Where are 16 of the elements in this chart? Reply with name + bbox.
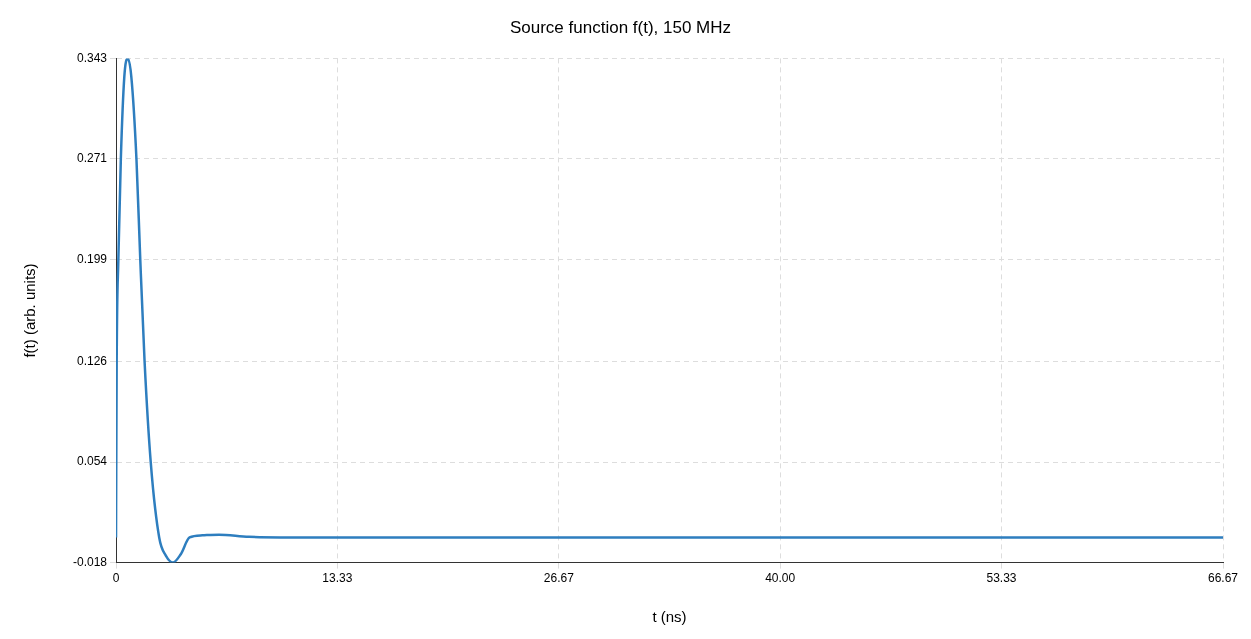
y-tick-label: -0.018 <box>72 554 108 569</box>
y-tick-label: 0.271 <box>76 151 108 166</box>
y-tick-label: 0.343 <box>76 50 108 65</box>
x-tick-label: 0 <box>112 571 120 586</box>
x-tick-label: 26.67 <box>543 571 575 586</box>
x-tick-label: 13.33 <box>322 571 353 586</box>
chart-title: Source function f(t), 150 MHz <box>509 17 732 37</box>
y-tick-label: 0.199 <box>76 251 108 266</box>
line-series <box>116 58 1223 563</box>
x-axis-title: t (ns) <box>652 608 687 626</box>
x-tick-label: 53.33 <box>986 571 1017 586</box>
x-tick-label: 66.67 <box>1207 571 1239 586</box>
y-tick-label: 0.126 <box>76 353 108 368</box>
y-tick-label: 0.054 <box>76 454 108 469</box>
y-axis-title: f(t) (arb. units) <box>21 263 39 358</box>
x-tick-label: 40.00 <box>765 571 796 586</box>
